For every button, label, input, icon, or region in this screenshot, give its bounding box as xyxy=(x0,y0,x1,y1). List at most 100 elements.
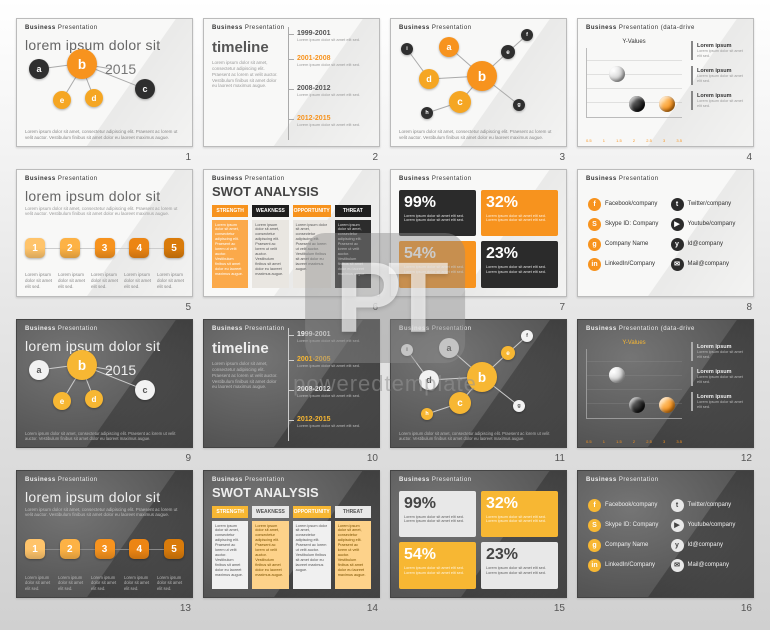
social-icon: g xyxy=(588,539,601,552)
slide-number: 10 xyxy=(367,453,378,464)
node-c: c xyxy=(449,91,471,113)
node-g: g xyxy=(513,99,525,111)
chart-ball xyxy=(629,96,645,112)
social-icon: f xyxy=(588,499,601,512)
node-d: d xyxy=(85,390,103,408)
slide-title: lorem ipsum dolor sit xyxy=(25,37,160,53)
social-row: tTwitter/company xyxy=(671,198,746,211)
year-label: 2015 xyxy=(105,362,136,378)
social-label: Twitter/company xyxy=(688,201,732,207)
social-icon: g xyxy=(588,238,601,251)
year-label: 2015 xyxy=(105,61,136,77)
desc-text: Lorem ipsum dolor sit amet, consectetur … xyxy=(25,507,184,519)
slide-number: 15 xyxy=(554,603,565,614)
social-icon: in xyxy=(588,258,601,271)
social-label: Id@company xyxy=(688,542,723,548)
timeline-title: timeline xyxy=(212,340,283,357)
social-label: Mail@company xyxy=(688,562,729,568)
chart-ball xyxy=(609,367,625,383)
x-tick: 2 xyxy=(633,439,635,444)
social-col-right: tTwitter/company▶Youtube/companyyId@comp… xyxy=(671,198,746,287)
slide-header: Business Presentation xyxy=(586,176,659,182)
slide-header: Business Presentation (data-drive xyxy=(586,25,695,31)
slide-number: 11 xyxy=(555,453,565,464)
node-b: b xyxy=(67,350,97,380)
node-a: a xyxy=(439,37,459,57)
x-tick: 2 xyxy=(633,138,635,143)
step-1: 1 xyxy=(25,539,45,559)
cell-9: Business Presentation lorem ipsum dolor … xyxy=(16,319,193,462)
chart-legend: Lorem ipsumLorem ipsum dolor sit amet el… xyxy=(691,41,747,116)
social-label: Youtube/company xyxy=(688,522,736,528)
desc-text: Lorem ipsum dolor sit amet, consectetur … xyxy=(25,206,184,218)
social-row: inLinkedIn/Company xyxy=(588,559,663,572)
slide-header: Business Presentation (data-drive xyxy=(586,326,695,332)
swot-col: THREATLorem ipsum dolor sit amet, consec… xyxy=(335,205,371,289)
slide-number: 2 xyxy=(372,152,378,163)
swot-col: STRENGTHLorem ipsum dolor sit amet, cons… xyxy=(212,506,248,590)
slide-header: Business Presentation xyxy=(212,326,285,332)
timeline-item: 1999-2001Lorem ipsum dolor sit amet elit… xyxy=(288,331,360,344)
chart-legend: Lorem ipsumLorem ipsum dolor sit amet el… xyxy=(691,342,747,417)
slide-header: Business Presentation xyxy=(399,326,472,332)
step-3: 3 xyxy=(95,539,115,559)
node-c: c xyxy=(135,380,155,400)
social-row: fFacebook/company xyxy=(588,499,663,512)
social-label: Id@company xyxy=(688,241,723,247)
swot-col: OPPORTUNITYLorem ipsum dolor sit amet, c… xyxy=(293,205,331,289)
cell-3: Business Presentation abcdefghi Lorem ip… xyxy=(390,18,567,161)
chart-ball xyxy=(659,397,675,413)
slide-number: 4 xyxy=(746,152,752,163)
social-icon: ✉ xyxy=(671,258,684,271)
cell-16: Business Presentation fFacebook/companyS… xyxy=(577,470,754,613)
node-d: d xyxy=(419,69,439,89)
x-tick: 1.5 xyxy=(616,138,622,143)
x-tick: 2.5 xyxy=(646,138,652,143)
social-row: ✉ Mail@company xyxy=(671,559,746,572)
timeline-item: 2008-2012Lorem ipsum dolor sit amet elit… xyxy=(288,85,360,98)
node-b: b xyxy=(467,61,497,91)
slide-title: lorem ipsum dolor sit xyxy=(25,338,160,354)
swot-col: OPPORTUNITYLorem ipsum dolor sit amet, c… xyxy=(293,506,331,590)
slide-10: Business Presentation timeline Lorem ips… xyxy=(203,319,380,448)
slide-header: Business Presentation xyxy=(25,25,98,31)
timeline-desc: Lorem ipsum dolor sit amet, consectetur … xyxy=(212,60,283,89)
legend-row: Lorem ipsumLorem ipsum dolor sit amet el… xyxy=(691,392,747,411)
node-b: b xyxy=(467,362,497,392)
social-row: in LinkedIn/Company xyxy=(588,258,663,271)
chart-area: Y-Values xyxy=(586,340,682,430)
social-label: Facebook/company xyxy=(605,201,657,207)
cell-7: Business Presentation 99%Lorem ipsum dol… xyxy=(390,169,567,312)
slide-4: Business Presentation (data-drive Y-Valu… xyxy=(577,18,754,147)
node-e: e xyxy=(53,392,71,410)
slide-number: 8 xyxy=(746,302,752,313)
slide-number: 9 xyxy=(185,453,191,464)
chart-ball xyxy=(659,96,675,112)
node-c: c xyxy=(135,79,155,99)
cell-5: Business Presentation lorem ipsum dolor … xyxy=(16,169,193,312)
swot-col: WEAKNESSLorem ipsum dolor sit amet, cons… xyxy=(252,506,288,590)
stat-box: 23%Lorem ipsum dolor sit amet elit sed. … xyxy=(481,542,558,589)
legend-row: Lorem ipsumLorem ipsum dolor sit amet el… xyxy=(691,41,747,60)
timeline-item: 1999-2001Lorem ipsum dolor sit amet elit… xyxy=(288,30,360,43)
social-icon: ✉ xyxy=(671,559,684,572)
footer-text: Lorem ipsum dolor sit amet, consectetur … xyxy=(399,431,558,442)
social-icon: ▶ xyxy=(671,519,684,532)
node-c: c xyxy=(449,392,471,414)
social-icon: y xyxy=(671,539,684,552)
social-label: LinkedIn/Company xyxy=(605,261,655,267)
x-tick: 1 xyxy=(603,138,605,143)
footer-text: Lorem ipsum dolor sit amet, consectetur … xyxy=(399,129,558,141)
slide-6: Business Presentation SWOT ANALYSIS STRE… xyxy=(203,169,380,298)
stats-grid: 99%Lorem ipsum dolor sit amet elit sed. … xyxy=(399,190,558,289)
social-row: tTwitter/company xyxy=(671,499,746,512)
x-tick: 1 xyxy=(603,439,605,444)
cell-13: Business Presentation lorem ipsum dolor … xyxy=(16,470,193,613)
cell-8: Business Presentation fFacebook/companyS… xyxy=(577,169,754,312)
timeline-item: 2008-2012Lorem ipsum dolor sit amet elit… xyxy=(288,386,360,399)
slide-14: Business Presentation SWOT ANALYSIS STRE… xyxy=(203,470,380,599)
node-e: e xyxy=(53,91,71,109)
x-tick: 0.5 xyxy=(586,439,592,444)
slide-header: Business Presentation xyxy=(586,477,659,483)
stat-box: 32%Lorem ipsum dolor sit amet elit sed. … xyxy=(481,491,558,538)
